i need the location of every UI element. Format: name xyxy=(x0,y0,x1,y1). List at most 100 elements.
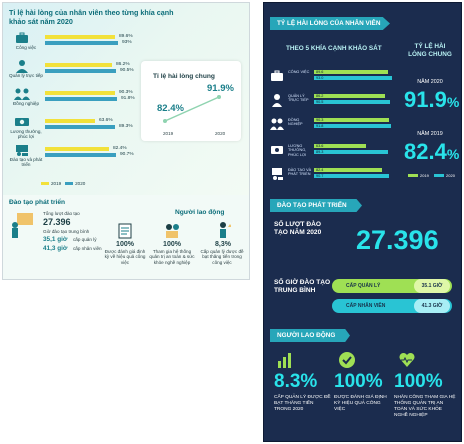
employee-pct: 100% xyxy=(163,241,181,248)
bar-2020 xyxy=(45,41,118,45)
employee-title: Người lao động xyxy=(175,209,225,216)
bar-value-2020: 93.0 xyxy=(316,76,324,80)
manager-hours-label: cấp quản lý xyxy=(73,237,97,242)
avg-hours-label: Giờ đào tạo trung bình xyxy=(43,229,90,234)
bar-value-2020: 90.5 xyxy=(316,100,324,104)
category-label: Đào tạo và phát triển xyxy=(9,157,43,167)
value-2019: 90.3% xyxy=(119,90,133,95)
employee-pct: 100% xyxy=(334,371,383,392)
category-row: QUẢN LÝ TRỰC TIẾP 86.2 90.5 xyxy=(270,91,394,113)
safety-icon xyxy=(166,224,179,238)
bar-value-2019: 89.6 xyxy=(316,70,324,74)
manager-value: 35.1 GIỜ xyxy=(414,279,450,293)
value-2020: 93% xyxy=(122,40,132,45)
value-2020: 90.7% xyxy=(120,152,134,157)
overall-subtitle: TỶ LỆ HÀI LÒNG CHUNG xyxy=(408,43,452,58)
briefcase-icon xyxy=(16,32,28,43)
category-label: LƯƠNG THƯỞNG, PHÚC LỢI xyxy=(288,144,307,157)
legend-swatch-2019 xyxy=(41,182,49,186)
bar-2019 xyxy=(45,119,95,123)
manager-hours-value: 35,1 giờ xyxy=(43,236,68,243)
value-2019: 89.6% xyxy=(119,34,133,39)
overall-2019-value: 82.4% xyxy=(404,139,460,164)
legend-2020: 2020 xyxy=(75,181,86,186)
legend-2020: 2020 xyxy=(446,173,455,178)
training-count-value: 27.396 xyxy=(43,217,71,227)
overall-2020-value: 91.9% xyxy=(207,83,234,94)
briefcase-icon xyxy=(271,70,283,81)
value-2020: 89.3% xyxy=(119,124,133,129)
bar-value-2019: 63.6 xyxy=(316,144,324,148)
left-legend: 2019 2020 xyxy=(41,181,85,186)
employee-pct: 8.3% xyxy=(274,371,318,392)
development-section: Đào tạo phát triển Tổng lượt đào tạo 27.… xyxy=(3,195,249,279)
overall-2020-label: 2020 xyxy=(215,131,226,136)
value-2019: 82.4% xyxy=(113,146,127,151)
employee-pct: 100% xyxy=(394,371,443,392)
promotion-icon xyxy=(220,222,231,238)
bar-value-2019: 82.4 xyxy=(316,168,324,172)
staff-hours-label: cấp nhân viên xyxy=(73,246,102,251)
employee-text: Được đánh giá định kỳ về hiệu quả công v… xyxy=(104,249,146,265)
staff-hours-value: 41,3 giờ xyxy=(43,245,68,252)
category-label: QUẢN LÝ TRỰC TIẾP xyxy=(288,94,309,103)
legend-swatch-2020 xyxy=(65,182,74,186)
value-2020: 90.5% xyxy=(120,68,134,73)
satisfaction-banner: TỶ LỆ HÀI LÒNG CỦA NHÂN VIÊN xyxy=(270,17,390,30)
growth-chart-icon xyxy=(278,353,291,368)
bar-2020 xyxy=(45,97,117,101)
category-row: Lương thưởng, phúc lợi 63.6% 89.3% xyxy=(9,115,139,141)
training-count-value: 27.396 xyxy=(356,225,439,255)
employee-text: ĐƯỢC ĐÁNH GIÁ ĐỊNH KỲ HIỆU QUẢ CÔNG VIỆC xyxy=(334,395,387,412)
training-icon xyxy=(16,145,28,156)
category-row: Đào tạo và phát triển 82.4% 90.7% xyxy=(9,143,139,169)
value-2020: 91.8% xyxy=(121,96,135,101)
legend-swatch-2019 xyxy=(408,174,418,178)
value-2019: 86.2% xyxy=(116,62,130,67)
category-label: ĐÀO TẠO VÀ PHÁT TRIỂN xyxy=(288,168,312,177)
training-count-label: Tổng lượt đào tạo xyxy=(43,211,80,216)
category-label: ĐỒNG NGHIỆP xyxy=(288,118,303,127)
category-row: Công việc 89.6% 93% xyxy=(9,31,139,57)
bar-2019 xyxy=(45,91,115,95)
right-infographic: TỶ LỆ HÀI LÒNG CỦA NHÂN VIÊN THEO 5 KHÍA… xyxy=(263,2,462,442)
bar-2019 xyxy=(45,63,112,67)
left-title: Tỉ lệ hài lòng của nhân viên theo từng k… xyxy=(9,8,174,26)
bar-2019 xyxy=(45,35,115,39)
overall-2020-value: 91.9% xyxy=(404,87,460,112)
heart-pulse-icon xyxy=(399,352,415,367)
category-row: Quản lý trực tiếp 86.2% 90.5% xyxy=(9,59,139,85)
staff-value: 41.3 GIỜ xyxy=(414,299,450,313)
employee-text: NHÂN CÔNG THAM GIA HỆ THỐNG QUẢN TRỊ AN … xyxy=(394,395,456,418)
value-2019: 63.6% xyxy=(99,118,113,123)
coworkers-icon xyxy=(270,118,284,130)
legend-swatch-2020 xyxy=(434,174,445,178)
bar-2019: 89.6 xyxy=(314,70,388,74)
bar-value-2020: 89.3 xyxy=(316,150,324,154)
right-legend: 2019 2020 xyxy=(408,173,455,178)
legend-2019: 2019 xyxy=(51,181,62,186)
employee-text: Tham gia hệ thống quản trị an toàn & sức… xyxy=(149,249,195,265)
bar-2020: 93.0 xyxy=(314,76,392,80)
overall-2019-label: 2019 xyxy=(163,131,174,136)
staff-hours-pill: CẤP NHÂN VIÊN 41.3 GIỜ xyxy=(332,299,452,313)
bar-2020: 90.7 xyxy=(314,174,389,178)
development-banner: ĐÀO TẠO PHÁT TRIỂN xyxy=(270,199,362,212)
category-row: Đồng nghiệp 90.3% 91.8% xyxy=(9,87,139,113)
development-title: Đào tạo phát triển xyxy=(9,199,66,206)
bar-2020 xyxy=(45,153,116,157)
bar-2020 xyxy=(45,69,116,73)
category-label: Quản lý trực tiếp xyxy=(9,73,43,78)
year-2019-label: NĂM 2019 xyxy=(417,131,443,137)
bar-2019: 63.6 xyxy=(314,144,366,148)
category-row: ĐỒNG NGHIỆP 90.3 91.8 xyxy=(270,115,394,137)
trainer-icon xyxy=(12,213,33,238)
employee-pct: 100% xyxy=(116,241,134,248)
training-count-label: SỐ LƯỢT ĐÀO TẠO NĂM 2020 xyxy=(274,221,322,236)
bar-value-2020: 90.7 xyxy=(316,174,324,178)
legend-2019: 2019 xyxy=(420,173,429,178)
category-label: Đồng nghiệp xyxy=(12,101,40,106)
bar-2019: 90.3 xyxy=(314,118,389,122)
checklist-icon xyxy=(118,223,132,239)
